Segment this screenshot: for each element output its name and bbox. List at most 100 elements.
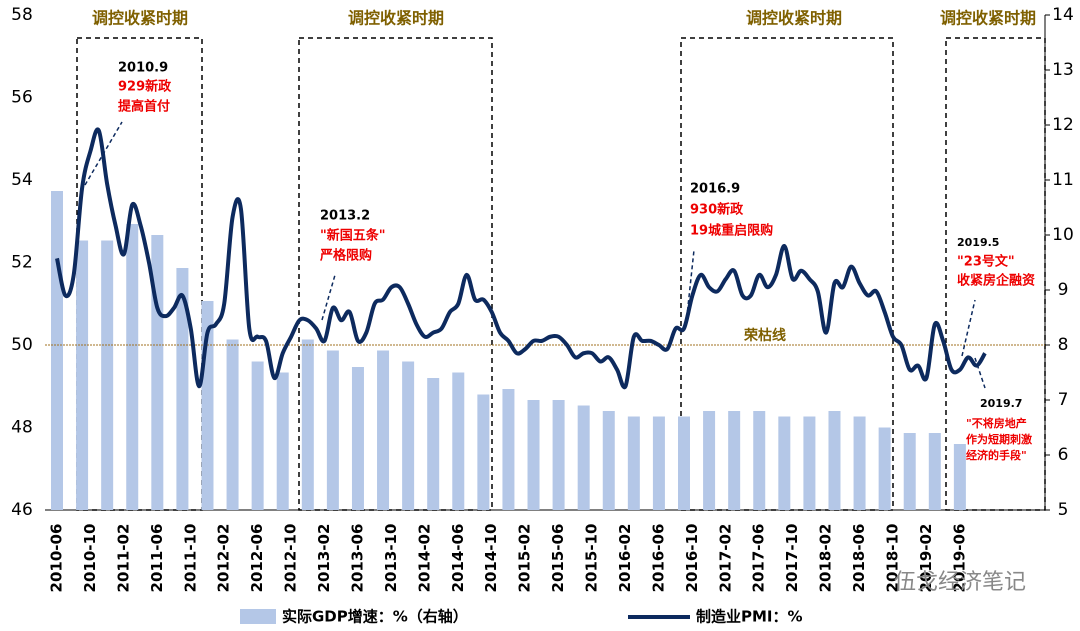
y2-tick-label: 7 [1058, 390, 1069, 410]
x-tick-label: 2013-06 [348, 524, 366, 593]
x-tick-label: 2017-06 [750, 524, 768, 593]
annotation: 2013.2 [320, 209, 370, 224]
bar [602, 411, 615, 510]
annotation: 严格限购 [319, 248, 372, 264]
annotation: 930新政 [690, 202, 744, 218]
bar [953, 444, 966, 510]
x-tick-label: 2018-06 [850, 524, 868, 593]
y-tick-label: 54 [11, 170, 33, 190]
x-tick-label: 2015-10 [583, 524, 601, 593]
bar [176, 268, 189, 510]
bar [276, 372, 289, 510]
x-tick-label: 2011-10 [181, 524, 199, 593]
bar [903, 433, 916, 510]
annotation: 929新政 [118, 79, 172, 95]
bar [627, 416, 640, 510]
x-tick-label: 2017-02 [716, 524, 734, 593]
annotation: 2019.5 [957, 236, 999, 249]
x-tick-label: 2012-06 [248, 524, 266, 593]
y2-tick-label: 12 [1052, 115, 1074, 135]
bar [452, 372, 465, 510]
bar [502, 389, 515, 510]
x-tick-label: 2014-10 [482, 524, 500, 593]
bar [326, 350, 339, 510]
y2-tick-label: 6 [1058, 445, 1069, 465]
y2-tick-label: 14 [1052, 5, 1074, 25]
bar [402, 361, 415, 510]
x-tick-label: 2013-02 [315, 524, 333, 593]
arrow [84, 121, 123, 186]
bar [101, 240, 114, 510]
y2-tick-label: 9 [1058, 280, 1069, 300]
arrow [685, 249, 695, 326]
period-label: 调控收紧时期 [348, 9, 444, 28]
bar [703, 411, 716, 510]
bar [828, 411, 841, 510]
y-tick-label: 56 [11, 88, 33, 108]
annotation: "23号文" [957, 254, 1015, 270]
x-tick-label: 2014-06 [449, 524, 467, 593]
legend-label: 制造业PMI：% [696, 608, 803, 626]
bar [251, 361, 264, 510]
annotation: "新国五条" [320, 228, 386, 244]
watermark: 伍戈经济笔记 [894, 570, 1026, 595]
bar [853, 416, 866, 510]
y-tick-label: 48 [11, 418, 33, 438]
x-tick-label: 2011-06 [148, 524, 166, 593]
bar [351, 367, 364, 510]
x-tick-label: 2013-10 [382, 524, 400, 593]
y-tick-label: 46 [11, 500, 33, 520]
arrow [961, 299, 976, 357]
bar [577, 405, 590, 510]
y-tick-label: 50 [11, 335, 33, 355]
annotation: 作为短期刺激 [966, 432, 1032, 446]
bar [878, 427, 891, 510]
annotation: 2019.7 [980, 397, 1022, 410]
x-tick-label: 2010-06 [48, 524, 66, 593]
y2-tick-label: 8 [1058, 335, 1069, 355]
bar [377, 350, 390, 510]
legend-label: 实际GDP增速：%（右轴） [282, 608, 468, 626]
y-tick-label: 52 [11, 253, 33, 273]
bar [427, 378, 440, 510]
x-tick-label: 2017-10 [783, 524, 801, 593]
period-label: 调控收紧时期 [746, 9, 842, 28]
x-tick-label: 2011-02 [114, 524, 132, 593]
bar [928, 433, 941, 510]
legend-swatch [240, 609, 276, 624]
bar [803, 416, 816, 510]
annotation: 2016.9 [690, 182, 740, 197]
bar [728, 411, 741, 510]
bar [226, 339, 239, 510]
bar [301, 339, 314, 510]
y2-tick-label: 5 [1058, 500, 1069, 520]
bar [552, 400, 565, 510]
x-tick-label: 2018-10 [884, 524, 902, 593]
bar [652, 416, 665, 510]
x-tick-label: 2019-02 [917, 524, 935, 593]
x-tick-label: 2016-10 [683, 524, 701, 593]
x-tick-label: 2014-02 [415, 524, 433, 593]
x-tick-label: 2015-02 [516, 524, 534, 593]
x-tick-label: 2019-06 [950, 524, 968, 593]
bar [678, 416, 690, 510]
arrows [84, 121, 986, 389]
annotations: 2010.9 929新政 提高首付 2013.2 "新国五条" 严格限购 201… [118, 61, 1035, 463]
bar [753, 411, 766, 510]
x-tick-label: 2016-02 [616, 524, 634, 593]
bar [51, 191, 63, 510]
bar [76, 240, 89, 510]
annotation: "不将房地产 [966, 416, 1027, 430]
bar [126, 224, 139, 510]
x-tick-label: 2012-10 [282, 524, 300, 593]
annotation: 收紧房企融资 [957, 273, 1035, 289]
annotation: 提高首付 [118, 99, 170, 115]
period-label: 调控收紧时期 [940, 9, 1036, 28]
x-tick-label: 2012-02 [215, 524, 233, 593]
annotation: 经济的手段" [966, 448, 1027, 462]
y2-tick-label: 13 [1052, 60, 1074, 80]
x-tick-label: 2015-06 [549, 524, 567, 593]
bar [778, 416, 791, 510]
